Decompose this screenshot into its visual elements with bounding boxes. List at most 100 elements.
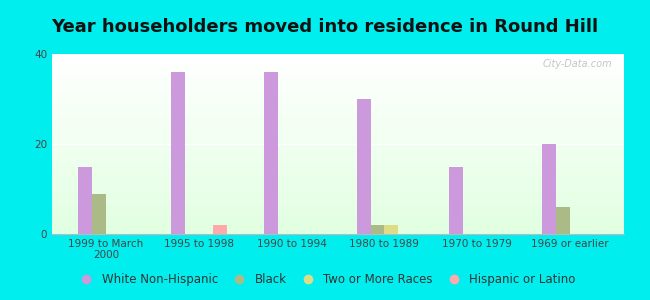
Bar: [52, 214, 624, 216]
Bar: [52, 221, 624, 223]
Bar: [52, 90, 624, 92]
Bar: [92, 194, 106, 234]
Bar: [52, 176, 624, 178]
Bar: [52, 193, 624, 194]
Bar: [52, 207, 624, 209]
Bar: [52, 139, 624, 140]
Bar: [52, 184, 624, 185]
Bar: [52, 74, 624, 76]
Bar: [52, 94, 624, 95]
Bar: [52, 67, 624, 68]
Bar: [52, 135, 624, 137]
Text: Year householders moved into residence in Round Hill: Year householders moved into residence i…: [51, 18, 599, 36]
Bar: [52, 173, 624, 175]
Bar: [52, 86, 624, 88]
Bar: [52, 70, 624, 72]
Bar: [52, 115, 624, 117]
Bar: [52, 65, 624, 67]
Bar: [52, 212, 624, 214]
Bar: [52, 124, 624, 126]
Bar: [52, 122, 624, 124]
Bar: [52, 225, 624, 227]
Bar: [52, 79, 624, 81]
Bar: [52, 58, 624, 59]
Bar: [52, 166, 624, 167]
Bar: [52, 229, 624, 230]
Bar: [52, 130, 624, 131]
Bar: [52, 63, 624, 65]
Bar: [52, 117, 624, 119]
Bar: [52, 202, 624, 203]
Bar: [52, 178, 624, 180]
Bar: [52, 227, 624, 229]
Bar: [52, 220, 624, 221]
Bar: [52, 59, 624, 61]
Bar: [52, 108, 624, 110]
Bar: [52, 171, 624, 173]
Bar: [171, 72, 185, 234]
Bar: [52, 110, 624, 112]
Bar: [52, 113, 624, 115]
Bar: [52, 198, 624, 200]
Bar: [52, 137, 624, 139]
Bar: [52, 182, 624, 184]
Bar: [52, 189, 624, 191]
Bar: [384, 225, 398, 234]
Bar: [52, 95, 624, 97]
Bar: [52, 205, 624, 207]
Bar: [52, 68, 624, 70]
Bar: [52, 203, 624, 205]
Bar: [52, 155, 624, 157]
Bar: [52, 194, 624, 196]
Bar: [52, 76, 624, 77]
Bar: [52, 149, 624, 151]
Bar: [52, 200, 624, 202]
Bar: [52, 140, 624, 142]
Bar: [52, 169, 624, 171]
Bar: [52, 230, 624, 232]
Bar: [52, 61, 624, 63]
Bar: [52, 157, 624, 158]
Bar: [52, 104, 624, 106]
Bar: [52, 142, 624, 144]
Bar: [52, 153, 624, 155]
Bar: [556, 207, 570, 234]
Bar: [52, 218, 624, 220]
Bar: [52, 158, 624, 160]
Bar: [52, 162, 624, 164]
Bar: [52, 97, 624, 99]
Bar: [52, 121, 624, 122]
Bar: [264, 72, 278, 234]
Bar: [52, 133, 624, 135]
Bar: [52, 106, 624, 108]
Bar: [370, 225, 384, 234]
Bar: [449, 167, 463, 234]
Bar: [52, 126, 624, 128]
Bar: [52, 83, 624, 85]
Bar: [52, 148, 624, 149]
Bar: [52, 209, 624, 211]
Bar: [213, 225, 227, 234]
Bar: [52, 81, 624, 83]
Bar: [52, 187, 624, 189]
Bar: [52, 196, 624, 198]
Bar: [52, 112, 624, 113]
Bar: [52, 99, 624, 101]
Legend: White Non-Hispanic, Black, Two or More Races, Hispanic or Latino: White Non-Hispanic, Black, Two or More R…: [70, 269, 580, 291]
Bar: [52, 119, 624, 121]
Bar: [52, 128, 624, 130]
Bar: [52, 180, 624, 182]
Bar: [52, 54, 624, 56]
Bar: [52, 167, 624, 169]
Bar: [52, 175, 624, 176]
Bar: [52, 160, 624, 162]
Bar: [52, 151, 624, 153]
Bar: [52, 72, 624, 74]
Text: City-Data.com: City-Data.com: [543, 59, 612, 69]
Bar: [52, 146, 624, 148]
Bar: [52, 185, 624, 187]
Bar: [542, 144, 556, 234]
Bar: [52, 164, 624, 166]
Bar: [52, 77, 624, 79]
Bar: [52, 103, 624, 104]
